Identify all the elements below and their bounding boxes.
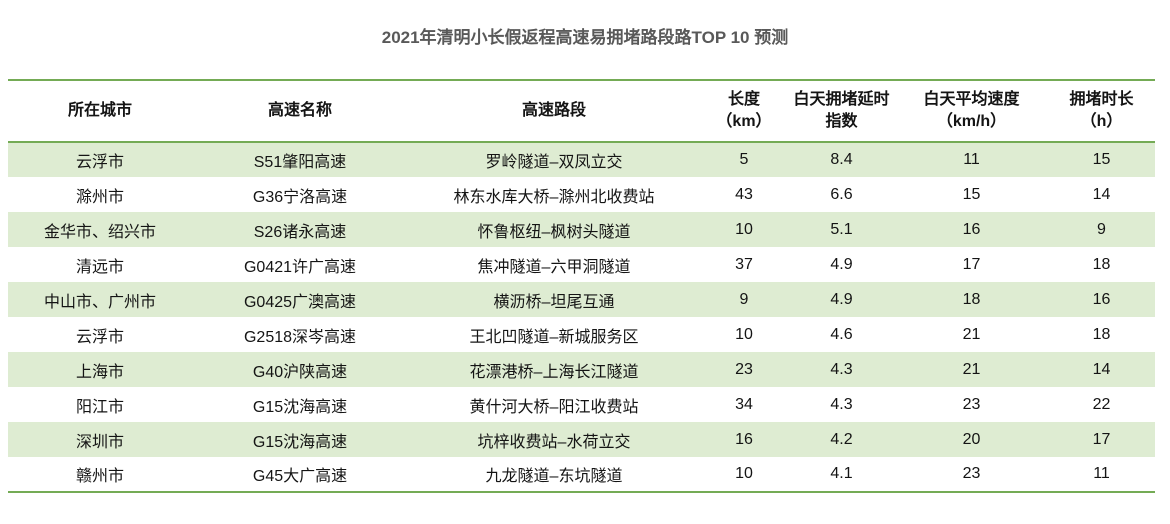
table-row: 滁州市 G36宁洛高速 林东水库大桥–滁州北收费站 43 6.6 15 14 [8, 177, 1155, 212]
cell-city: 云浮市 [75, 154, 124, 171]
table-row: 云浮市 G2518深岑高速 王北凹隧道–新城服务区 10 4.6 21 18 [8, 317, 1155, 352]
table-header: 所在城市 高速名称 高速路段 长度 （km） 白天拥堵延时 指数 白天平均速度 （km/h） 拥堵… [8, 80, 1155, 142]
cell-length-km: 9 [739, 290, 749, 308]
table-row: 中山市、广州市 G0425广澳高速 横沥桥–坦尾互通 9 4.9 18 16 [8, 282, 1155, 317]
cell-city: 深圳市 [75, 433, 124, 451]
cell-daytime-avg-speed: 15 [962, 185, 981, 203]
congestion-table: 所在城市 高速名称 高速路段 长度 （km） 白天拥堵延时 指数 白天平均速度 （km/h） 拥堵… [8, 79, 1155, 493]
cell-daytime-delay-index: 8.4 [830, 151, 853, 168]
cell-length-km: 10 [735, 465, 753, 482]
cell-city: 清远市 [75, 258, 124, 276]
cell-highway-section: 王北凹隧道–新城服务区 [469, 328, 639, 346]
header-row: 所在城市 高速名称 高速路段 长度 （km） 白天拥堵延时 指数 白天平均速度 （km/h） 拥堵… [8, 80, 1155, 142]
cell-daytime-delay-index: 6.6 [830, 185, 853, 203]
cell-city: 上海市 [75, 363, 124, 381]
cell-city: 赣州市 [75, 468, 124, 485]
table-wrap: 所在城市 高速名称 高速路段 长度 （km） 白天拥堵延时 指数 白天平均速度 （km/h） 拥堵… [8, 79, 1155, 493]
cell-highway-name: G40沪陕高速 [252, 363, 348, 381]
table-row: 上海市 G40沪陕高速 花漂港桥–上海长江隧道 23 4.3 21 14 [8, 352, 1155, 387]
cell-congestion-duration-h: 14 [1092, 185, 1111, 203]
cell-congestion-duration-h: 14 [1092, 360, 1111, 378]
cell-highway-section: 坑梓收费站–水荷立交 [477, 433, 631, 451]
table-row: 金华市、绍兴市 S26诸永高速 怀鲁枢纽–枫树头隧道 10 5.1 16 9 [8, 212, 1155, 247]
cell-length-km: 37 [735, 255, 753, 273]
header-cell-city: 所在城市 [67, 101, 132, 119]
cell-length-km: 23 [735, 360, 753, 378]
cell-highway-name: G0421许广高速 [243, 258, 357, 276]
cell-highway-name: G2518深岑高速 [243, 328, 357, 346]
header-cell-congestion-duration-h: 拥堵时长 （h） [1069, 90, 1134, 130]
cell-daytime-delay-index: 4.2 [830, 430, 853, 448]
cell-highway-section: 九龙隧道–东坑隧道 [485, 468, 623, 485]
cell-highway-name: G36宁洛高速 [252, 188, 348, 206]
cell-daytime-avg-speed: 23 [962, 395, 981, 413]
cell-congestion-duration-h: 16 [1092, 290, 1111, 308]
cell-daytime-avg-speed: 21 [962, 360, 981, 378]
cell-length-km: 5 [739, 151, 749, 168]
cell-daytime-delay-index: 5.1 [830, 220, 853, 238]
table-row: 赣州市 G45大广高速 九龙隧道–东坑隧道 10 4.1 23 11 [8, 457, 1155, 492]
table-row: 清远市 G0421许广高速 焦冲隧道–六甲洞隧道 37 4.9 17 18 [8, 247, 1155, 282]
cell-daytime-avg-speed: 17 [962, 255, 981, 273]
cell-length-km: 16 [735, 430, 753, 448]
cell-daytime-delay-index: 4.6 [830, 325, 853, 343]
cell-highway-section: 黄什河大桥–阳江收费站 [469, 398, 639, 416]
cell-city: 中山市、广州市 [43, 293, 156, 311]
cell-daytime-avg-speed: 21 [962, 325, 981, 343]
cell-congestion-duration-h: 17 [1092, 430, 1111, 448]
cell-daytime-delay-index: 4.9 [830, 290, 853, 308]
cell-highway-name: G15沈海高速 [252, 398, 348, 416]
cell-highway-name: G15沈海高速 [252, 433, 348, 451]
cell-highway-section: 罗岭隧道–双凤立交 [485, 154, 623, 171]
cell-length-km: 43 [735, 185, 753, 203]
cell-highway-section: 横沥桥–坦尾互通 [493, 293, 615, 311]
header-cell-daytime-delay-index: 白天拥堵延时 指数 [793, 90, 890, 130]
cell-daytime-avg-speed: 16 [962, 220, 981, 238]
cell-highway-section: 怀鲁枢纽–枫树头隧道 [477, 223, 631, 241]
cell-highway-section: 焦冲隧道–六甲洞隧道 [477, 258, 631, 276]
header-cell-length-km: 长度 （km） [716, 90, 772, 130]
cell-highway-name: S26诸永高速 [253, 223, 347, 241]
cell-highway-name: G45大广高速 [252, 468, 348, 485]
table-body: 云浮市 S51肇阳高速 罗岭隧道–双凤立交 5 8.4 11 15 滁州市 G36宁洛高速 林东水… [8, 142, 1155, 492]
cell-congestion-duration-h: 15 [1092, 151, 1111, 168]
cell-city: 金华市、绍兴市 [43, 223, 156, 241]
cell-daytime-delay-index: 4.3 [830, 395, 853, 413]
cell-daytime-delay-index: 4.3 [830, 360, 853, 378]
cell-highway-name: S51肇阳高速 [253, 154, 347, 171]
cell-daytime-delay-index: 4.9 [830, 255, 853, 273]
cell-congestion-duration-h: 18 [1092, 255, 1111, 273]
cell-congestion-duration-h: 18 [1092, 325, 1111, 343]
cell-city: 滁州市 [75, 188, 124, 206]
table-row: 深圳市 G15沈海高速 坑梓收费站–水荷立交 16 4.2 20 17 [8, 422, 1155, 457]
cell-congestion-duration-h: 22 [1092, 395, 1111, 413]
cell-highway-section: 花漂港桥–上海长江隧道 [469, 363, 639, 381]
cell-congestion-duration-h: 9 [1097, 220, 1106, 238]
cell-length-km: 34 [735, 395, 753, 413]
cell-daytime-avg-speed: 11 [963, 151, 980, 168]
cell-city: 阳江市 [75, 398, 124, 416]
cell-daytime-avg-speed: 23 [962, 465, 981, 482]
cell-highway-section: 林东水库大桥–滁州北收费站 [453, 188, 655, 206]
table-row: 阳江市 G15沈海高速 黄什河大桥–阳江收费站 34 4.3 23 22 [8, 387, 1155, 422]
cell-daytime-delay-index: 4.1 [830, 465, 853, 482]
cell-daytime-avg-speed: 18 [962, 290, 981, 308]
cell-congestion-duration-h: 11 [1093, 465, 1110, 482]
cell-daytime-avg-speed: 20 [962, 430, 981, 448]
header-cell-highway-name: 高速名称 [267, 101, 332, 119]
header-cell-daytime-avg-speed: 白天平均速度 （km/h） [923, 90, 1020, 130]
cell-length-km: 10 [735, 325, 753, 343]
cell-highway-name: G0425广澳高速 [243, 293, 357, 311]
cell-length-km: 10 [735, 220, 753, 238]
page-title: 2021年清明小长假返程高速易拥堵路段路TOP 10 预测 [381, 28, 789, 47]
cell-city: 云浮市 [75, 328, 124, 346]
table-row: 云浮市 S51肇阳高速 罗岭隧道–双凤立交 5 8.4 11 15 [8, 142, 1155, 177]
header-cell-highway-section: 高速路段 [521, 101, 586, 119]
